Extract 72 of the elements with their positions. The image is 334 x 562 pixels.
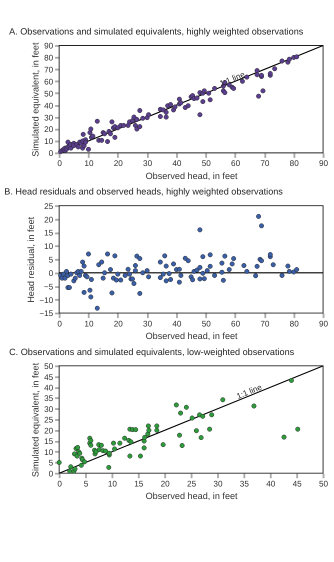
annotation: 1:1 line (235, 382, 264, 401)
y-tick-label: 45 (44, 372, 54, 382)
y-tick-label: 50 (44, 362, 54, 372)
y-tick-label: 40 (44, 101, 54, 110)
chart-title: A. Observations and simulated equivalents, highly weighted observations (9, 26, 304, 37)
y-tick-label: 20 (44, 125, 54, 134)
x-tick-label: 35 (240, 479, 250, 488)
x-tick-label: 25 (187, 479, 197, 488)
x-tick-label: 90 (318, 319, 329, 328)
x-tick-label: 30 (143, 319, 153, 328)
annotation: 1:1 line (218, 70, 247, 88)
y-tick-label: 5 (48, 256, 54, 265)
y-tick-label: 0 (48, 149, 54, 158)
x-axis-title: Observed head, in feet (146, 491, 238, 502)
x-tick-label: 80 (290, 159, 300, 168)
y-tick-label: 60 (44, 77, 54, 86)
x-tick-label: 50 (202, 159, 212, 168)
x-tick-label: 80 (290, 319, 300, 328)
x-tick-label: 40 (172, 319, 182, 328)
y-tick-label: 20 (44, 426, 54, 436)
x-tick-label: 20 (160, 479, 170, 488)
y-tick-label: 10 (44, 448, 54, 457)
chart-title: B. Head residuals and observed heads, highly weighted observations (4, 186, 284, 197)
y-tick-label: 10 (44, 137, 54, 146)
x-tick-label: 20 (114, 319, 124, 328)
x-tick-label: 30 (143, 159, 153, 168)
y-tick-label: 35 (44, 394, 54, 404)
y-tick-label: 40 (44, 384, 54, 392)
y-tick-label: 0 (48, 268, 54, 278)
y-tick-label: 10 (44, 242, 54, 252)
y-tick-label: 0 (48, 469, 54, 478)
y-tick-label: 15 (44, 437, 54, 446)
x-tick-label: 50 (318, 479, 329, 488)
y-axis-title: Simulated equivalent, in feet (30, 362, 41, 478)
y-tick-label: 90 (44, 42, 54, 51)
x-tick-label: 40 (172, 159, 182, 168)
x-tick-label: 70 (260, 319, 270, 328)
y-axis-title: Head residual, in feet (26, 216, 36, 303)
y-tick-label: 15 (44, 228, 54, 238)
y-tick-label: 30 (44, 404, 54, 414)
y-tick-label: −15 (39, 309, 54, 318)
x-tick-label: 5 (84, 479, 89, 488)
x-tick-label: 0 (57, 319, 62, 328)
y-tick-label: 25 (44, 202, 54, 211)
y-tick-label: 20 (44, 215, 54, 224)
x-axis-title: Observed head, in feet (146, 170, 238, 181)
x-tick-label: 0 (57, 159, 62, 168)
y-tick-label: 30 (44, 113, 54, 122)
y-tick-label: 70 (44, 66, 54, 75)
x-tick-label: 90 (318, 159, 329, 168)
y-tick-label: 80 (44, 54, 54, 63)
x-tick-label: 0 (57, 479, 62, 488)
y-tick-label: 25 (44, 416, 54, 425)
y-tick-label: −10 (39, 296, 54, 305)
x-tick-label: 45 (292, 479, 302, 488)
y-tick-label: 50 (44, 89, 54, 98)
y-axis-title: Simulated equivalent, in feet (30, 42, 41, 157)
y-tick-label: 5 (48, 458, 54, 468)
x-tick-label: 70 (260, 159, 270, 168)
x-tick-label: 60 (231, 159, 241, 168)
x-tick-label: 40 (266, 479, 276, 488)
x-axis-title: Observed head, in feet (146, 330, 238, 341)
x-tick-label: 10 (84, 159, 94, 168)
y-tick-label: −5 (44, 282, 54, 292)
x-tick-label: 10 (84, 319, 94, 328)
x-tick-label: 50 (202, 319, 212, 328)
chart-title: C. Observations and simulated equivalents, low-weighted observations (9, 346, 295, 357)
x-tick-label: 20 (114, 159, 124, 168)
x-tick-label: 10 (108, 479, 118, 488)
x-tick-label: 15 (134, 479, 144, 488)
x-tick-label: 30 (213, 479, 223, 488)
x-tick-label: 60 (231, 319, 241, 328)
